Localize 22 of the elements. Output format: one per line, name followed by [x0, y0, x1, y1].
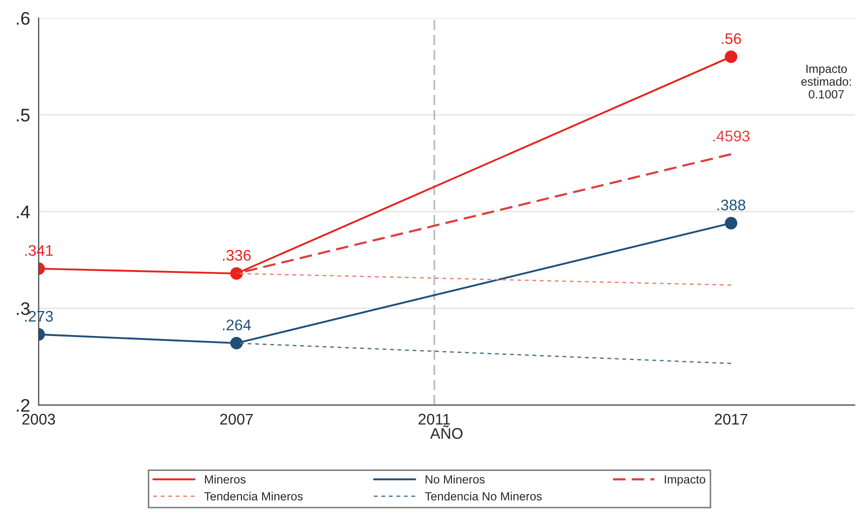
x-tick-label: 2003 — [22, 414, 55, 425]
data-label: .388 — [718, 200, 746, 210]
x-tick-label: 2017 — [714, 414, 748, 425]
point — [724, 50, 738, 64]
y-tick-label: .4 — [16, 206, 30, 218]
legend-label: No Mineros — [426, 474, 485, 484]
annotation: Impacto estimado: 0.1007 — [801, 64, 851, 98]
data-label: .4593 — [713, 130, 750, 142]
data-label: .336 — [223, 250, 251, 261]
legend-label: Tendencia No Mineros — [424, 492, 542, 500]
x-tick-label: 2007 — [220, 414, 253, 425]
data-label: .56 — [722, 33, 742, 44]
legend-label: Tendencia Mineros — [204, 492, 303, 500]
point — [724, 216, 738, 230]
y-tick-label: .5 — [16, 108, 30, 122]
x-axis-title: AÑO — [430, 425, 462, 439]
x-tick-label: 2011 — [418, 414, 450, 425]
data-label: .264 — [223, 320, 251, 330]
y-tick-label: .2 — [16, 398, 30, 412]
legend-label: Mineros — [204, 474, 246, 484]
y-tick-label: .6 — [16, 12, 30, 25]
legend-label: Impacto — [664, 475, 706, 486]
